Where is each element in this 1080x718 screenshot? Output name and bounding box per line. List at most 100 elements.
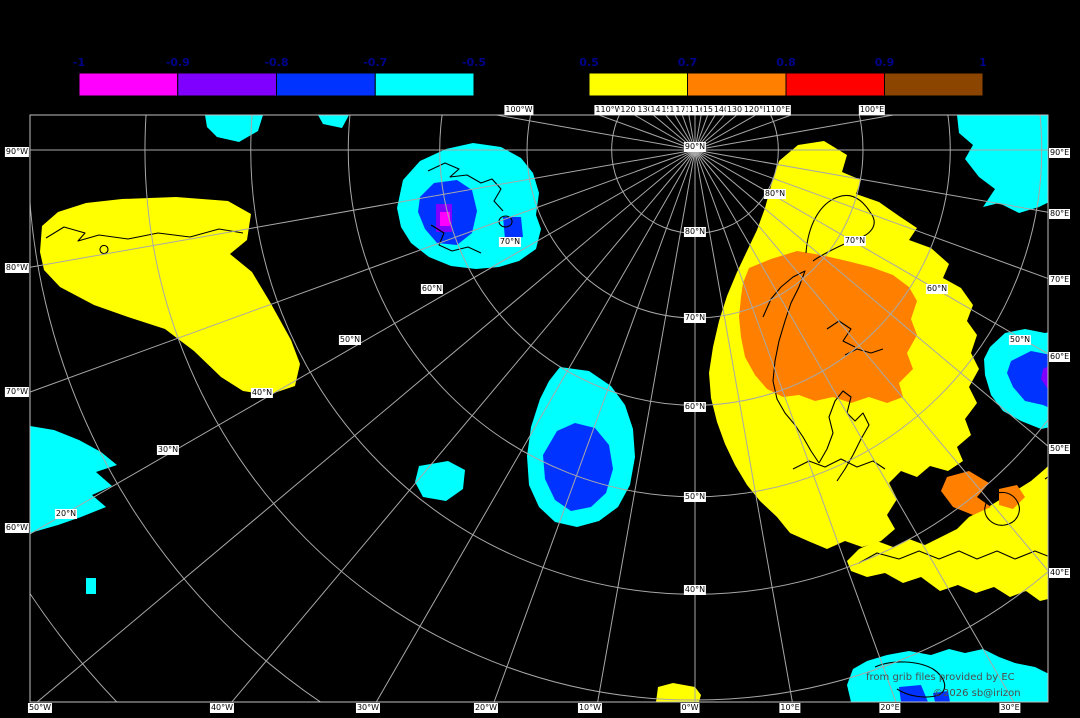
blue-core-atlantic [543, 423, 613, 511]
meridian-line [694, 149, 1048, 447]
longitude-label-bottom: 20°W [473, 703, 499, 713]
positive-colorbar-segment-brown [884, 72, 984, 97]
longitude-label-right: 90°E [1049, 148, 1071, 158]
longitude-label-right: 60°E [1049, 352, 1071, 362]
blue-chunk-bottom-right-1 [899, 685, 928, 702]
yellow-speck-small [967, 559, 979, 571]
longitude-label-left: 80°W [4, 263, 29, 273]
meridian-line [694, 149, 1048, 355]
longitude-label-left: 70°W [4, 387, 29, 397]
coastline-path [826, 320, 856, 348]
longitude-label-bottom: 10°E [779, 703, 801, 713]
meridian-line [694, 149, 1048, 280]
meridian-line [597, 149, 696, 702]
latitude-label: 80°N [763, 189, 787, 199]
orange-speck-band-1 [941, 471, 991, 515]
cyan-speck-top-1 [205, 115, 263, 142]
latitude-label: 60°N [683, 402, 707, 412]
negative-colorbar-segment-violet [177, 72, 277, 97]
longitude-label-top: 120°E [742, 105, 770, 115]
longitude-label-right: 80°E [1049, 209, 1071, 219]
coastline-path [498, 215, 513, 228]
credits-copyright-text: ©2026 sb@irizon [933, 688, 1021, 699]
blue-chunk-bottom-right-2 [933, 691, 950, 702]
latitude-label: 60°N [420, 284, 444, 294]
meridian-line [36, 149, 696, 702]
negative-colorbar-segment-blue [276, 72, 376, 97]
magenta-speck-arctic [440, 212, 450, 226]
longitude-label-left: 90°W [4, 147, 29, 157]
shaded-regions [30, 115, 1048, 702]
longitude-label-right: 40°E [1049, 568, 1071, 578]
meridian-line [694, 149, 1048, 213]
negative-colorbar-tick-label: -1 [73, 56, 85, 69]
coastlines [45, 162, 1073, 698]
meridian-line [694, 149, 793, 702]
blue-core-east-edge [1007, 351, 1048, 408]
negative-colorbar-segment-cyan [374, 72, 475, 97]
negative-colorbar-segment-magenta [78, 72, 179, 97]
latitude-label: 70°N [843, 236, 867, 246]
positive-colorbar-segment-yellow [588, 72, 688, 97]
parallel-circle [144, 115, 1048, 701]
meridian-line [30, 149, 696, 535]
meridian-line [30, 149, 696, 268]
cyan-patch-top-right [957, 115, 1048, 213]
meridian-line [493, 149, 696, 702]
longitude-label-bottom: 0°W [680, 703, 700, 713]
latitude-label: 90°N [683, 142, 707, 152]
positive-colorbar-tick-label: 0.5 [579, 56, 599, 69]
latitude-label: 70°N [683, 313, 707, 323]
meridian-line [375, 149, 696, 702]
orange-core-scandinavia [739, 251, 917, 403]
positive-colorbar-tick-label: 0.8 [776, 56, 796, 69]
meridian-line [30, 149, 696, 393]
positive-colorbar-tick-label: 0.9 [875, 56, 895, 69]
coastline-path [1049, 531, 1073, 539]
longitude-label-top: 130°E [725, 105, 753, 115]
positive-colorbar-tick-label: 0.7 [678, 56, 698, 69]
coastline-path [427, 162, 504, 212]
longitude-label-top: 100°E [858, 105, 886, 115]
coastline-path [762, 270, 820, 464]
longitude-label-bottom: 20°E [879, 703, 901, 713]
longitude-label-bottom: 30°W [355, 703, 381, 713]
negative-colorbar-tick-label: -0.5 [462, 56, 486, 69]
latitude-label: 70°N [498, 237, 522, 247]
longitude-label-top: 120°W [619, 105, 649, 115]
latitude-label: 20°N [54, 509, 78, 519]
positive-colorbar-segment-red [785, 72, 885, 97]
latitude-label: 40°N [683, 585, 707, 595]
longitude-label-bottom: 10°W [577, 703, 603, 713]
latitude-label: 40°N [250, 388, 274, 398]
longitude-label-top: 110°W [594, 105, 624, 115]
longitude-label-right: 70°E [1049, 275, 1071, 285]
latitude-label: 50°N [683, 492, 707, 502]
meridian-line [694, 149, 1048, 572]
meridian-line [694, 149, 1015, 702]
coastline-path [45, 226, 244, 242]
cyan-patch-west-edge [30, 426, 117, 533]
coastline-path [858, 550, 1048, 564]
latitude-label: 60°N [925, 284, 949, 294]
meridian-line [231, 149, 696, 702]
longitude-label-top: 100°W [504, 105, 534, 115]
yellow-band-southeast [847, 466, 1048, 601]
coastline-path [99, 244, 109, 255]
coastline-path [874, 661, 946, 698]
cyan-speck-central [415, 461, 465, 501]
violet-core-east-edge [1041, 366, 1048, 390]
longitude-label-bottom: 30°E [999, 703, 1021, 713]
coastline-path [984, 491, 1020, 526]
longitude-label-left: 60°W [4, 523, 29, 533]
latitude-label: 50°N [1008, 335, 1032, 345]
yellow-patch-bottom-center [656, 683, 701, 702]
positive-colorbar-segment-orange [687, 72, 787, 97]
blue-speck-arctic-east [503, 217, 523, 239]
longitude-label-bottom: 50°W [27, 703, 53, 713]
longitude-label-top: 110°E [764, 105, 792, 115]
negative-colorbar-tick-label: -0.7 [363, 56, 387, 69]
